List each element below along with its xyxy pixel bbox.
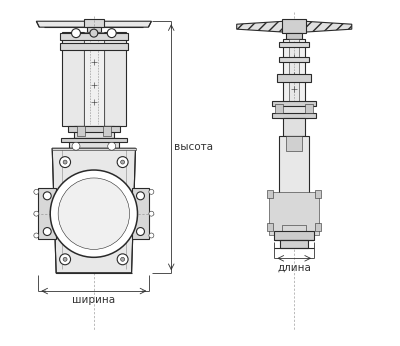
Circle shape [60, 254, 70, 265]
Circle shape [34, 233, 39, 238]
Bar [270, 192, 319, 236]
Bar [52, 148, 136, 150]
Bar [84, 32, 104, 126]
Bar [272, 113, 316, 118]
Bar [103, 126, 111, 136]
Bar [277, 74, 311, 82]
Circle shape [63, 257, 67, 261]
Bar [69, 138, 119, 148]
Circle shape [60, 157, 70, 167]
Polygon shape [52, 148, 136, 273]
Polygon shape [36, 21, 151, 27]
Circle shape [63, 160, 67, 164]
Circle shape [136, 192, 144, 200]
Bar [60, 33, 128, 40]
Polygon shape [237, 21, 284, 32]
Circle shape [72, 142, 80, 150]
Circle shape [50, 170, 138, 257]
Bar [283, 39, 305, 102]
Circle shape [121, 257, 125, 261]
Bar [286, 33, 302, 39]
Bar [279, 57, 309, 62]
Circle shape [149, 233, 154, 238]
Bar [305, 103, 313, 113]
Circle shape [90, 29, 98, 37]
Bar [268, 190, 274, 198]
Text: длина: длина [277, 262, 311, 272]
Bar [132, 188, 150, 239]
Bar [104, 32, 126, 126]
Circle shape [43, 228, 51, 236]
Bar [279, 42, 309, 47]
Circle shape [149, 189, 154, 194]
Circle shape [108, 142, 116, 150]
Circle shape [121, 160, 125, 164]
Bar [289, 39, 299, 102]
Circle shape [136, 228, 144, 236]
Circle shape [58, 178, 130, 249]
Circle shape [149, 211, 154, 216]
Bar [279, 136, 309, 240]
Bar [272, 101, 316, 106]
Bar [282, 19, 306, 33]
Bar [84, 19, 104, 27]
Bar [77, 126, 85, 136]
Bar [282, 225, 306, 240]
Text: высота: высота [174, 142, 213, 152]
Bar [268, 222, 274, 230]
Bar [280, 240, 308, 248]
Bar [68, 126, 120, 132]
Circle shape [107, 29, 116, 38]
Bar [315, 190, 321, 198]
Bar [286, 136, 302, 151]
Circle shape [34, 189, 39, 194]
Bar [315, 222, 321, 230]
Bar [62, 32, 84, 126]
Bar [283, 118, 305, 136]
Bar [87, 27, 101, 32]
Bar [60, 43, 128, 50]
Circle shape [43, 192, 51, 200]
Bar [275, 103, 283, 113]
Circle shape [34, 211, 39, 216]
Bar [61, 138, 126, 142]
Bar [280, 102, 308, 118]
Bar [74, 126, 114, 138]
Circle shape [117, 254, 128, 265]
Circle shape [72, 29, 80, 38]
Polygon shape [304, 21, 352, 32]
Bar [274, 230, 314, 240]
Circle shape [117, 157, 128, 167]
Bar [38, 188, 56, 239]
Text: ширина: ширина [72, 295, 116, 305]
